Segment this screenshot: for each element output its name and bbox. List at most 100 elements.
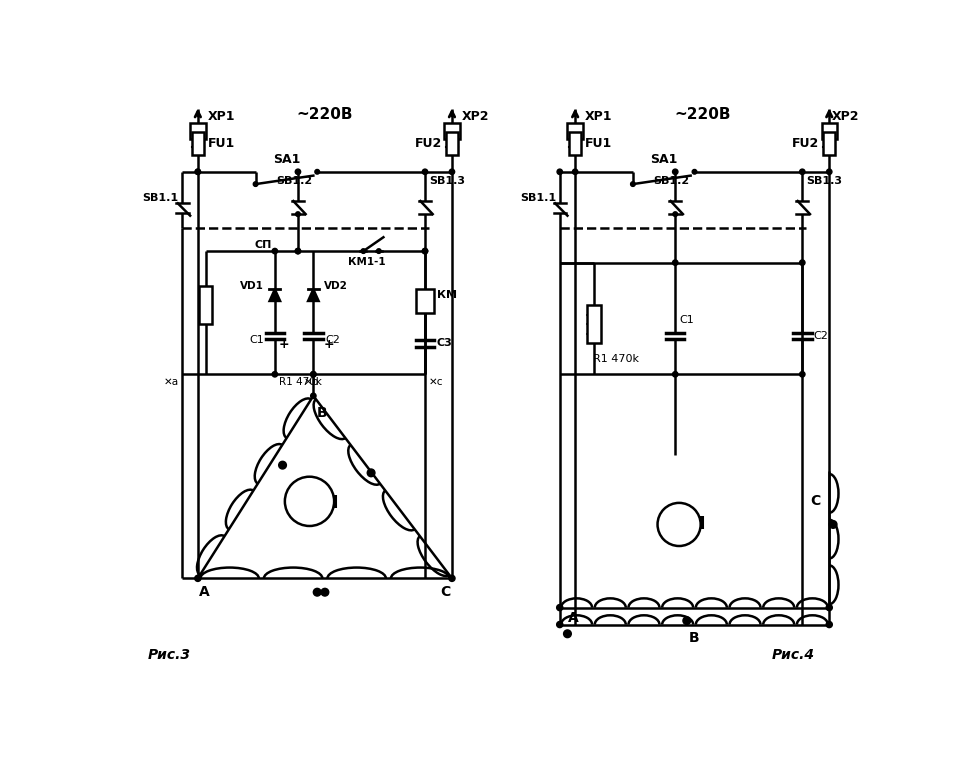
- Text: FU2: FU2: [791, 137, 819, 150]
- Circle shape: [422, 249, 427, 254]
- Text: SB1.3: SB1.3: [428, 176, 464, 186]
- Circle shape: [630, 182, 634, 186]
- Bar: [567, 123, 582, 139]
- Circle shape: [572, 169, 577, 175]
- Text: XP2: XP2: [830, 110, 858, 124]
- Circle shape: [657, 503, 700, 546]
- Circle shape: [672, 371, 677, 377]
- Text: В: В: [689, 631, 700, 645]
- Bar: [823, 132, 834, 155]
- Text: SB1.3: SB1.3: [805, 176, 841, 186]
- Circle shape: [563, 630, 571, 638]
- Bar: [415, 289, 434, 313]
- Circle shape: [448, 575, 454, 581]
- Circle shape: [311, 371, 316, 377]
- Text: C2: C2: [325, 335, 340, 345]
- Circle shape: [361, 249, 365, 253]
- Circle shape: [376, 249, 381, 253]
- Circle shape: [194, 575, 200, 581]
- Text: XP2: XP2: [461, 110, 488, 124]
- Circle shape: [284, 477, 334, 526]
- Text: R1 470k: R1 470k: [278, 377, 321, 387]
- Circle shape: [295, 249, 300, 254]
- Text: VD1: VD1: [240, 280, 264, 291]
- Bar: [444, 123, 459, 139]
- Text: SB1.2: SB1.2: [653, 176, 689, 186]
- Circle shape: [195, 169, 200, 175]
- Text: ✕a: ✕a: [163, 377, 179, 387]
- Text: Рис.4: Рис.4: [771, 648, 814, 662]
- Circle shape: [311, 393, 316, 399]
- Text: ✕b: ✕b: [304, 377, 319, 387]
- Text: R1 470k: R1 470k: [592, 354, 638, 364]
- Circle shape: [826, 169, 831, 175]
- Text: A: A: [567, 611, 577, 625]
- Text: М: М: [320, 494, 337, 512]
- Text: +: +: [278, 338, 289, 351]
- Text: B: B: [317, 406, 326, 420]
- Text: C1: C1: [249, 335, 264, 345]
- Text: SB1.2: SB1.2: [276, 176, 312, 186]
- Text: КМ1-1: КМ1-1: [348, 257, 386, 267]
- Circle shape: [272, 249, 277, 254]
- Text: SA1: SA1: [273, 152, 300, 166]
- Circle shape: [799, 169, 804, 175]
- Text: Рис.3: Рис.3: [148, 648, 191, 662]
- Text: FU2: FU2: [414, 137, 442, 150]
- Text: SB1.1: SB1.1: [143, 193, 179, 204]
- Circle shape: [315, 169, 319, 174]
- Text: КМ: КМ: [436, 290, 456, 300]
- Bar: [821, 123, 836, 139]
- Circle shape: [672, 260, 677, 265]
- Text: C3: C3: [436, 339, 451, 349]
- Circle shape: [278, 462, 286, 469]
- Circle shape: [828, 521, 836, 528]
- Text: XP1: XP1: [584, 110, 612, 124]
- Text: СП: СП: [254, 239, 272, 249]
- Circle shape: [272, 371, 277, 377]
- Circle shape: [422, 169, 427, 175]
- Circle shape: [295, 212, 300, 217]
- Text: FU1: FU1: [208, 137, 234, 150]
- Text: C2: C2: [813, 331, 828, 341]
- Bar: [569, 132, 580, 155]
- Polygon shape: [269, 289, 280, 301]
- Circle shape: [799, 260, 804, 265]
- Text: +: +: [323, 338, 333, 351]
- Circle shape: [320, 588, 328, 596]
- Text: VD2: VD2: [323, 280, 348, 291]
- Text: ~220В: ~220В: [296, 107, 353, 122]
- Bar: [190, 123, 205, 139]
- Circle shape: [556, 605, 562, 611]
- Circle shape: [367, 469, 374, 477]
- Circle shape: [295, 249, 300, 254]
- Circle shape: [692, 169, 696, 174]
- Bar: [446, 132, 457, 155]
- Circle shape: [253, 182, 258, 186]
- Circle shape: [556, 622, 562, 628]
- Bar: [587, 305, 601, 343]
- Circle shape: [672, 212, 677, 217]
- Circle shape: [295, 169, 300, 175]
- Text: SA1: SA1: [650, 152, 677, 166]
- Circle shape: [826, 605, 831, 611]
- Text: C1: C1: [678, 315, 693, 325]
- Text: C: C: [809, 493, 820, 507]
- Text: SB1.1: SB1.1: [519, 193, 555, 204]
- Text: C: C: [440, 584, 450, 598]
- Polygon shape: [308, 289, 319, 301]
- Circle shape: [557, 169, 562, 175]
- Circle shape: [826, 622, 831, 628]
- Text: A: A: [199, 584, 210, 598]
- Bar: [198, 286, 212, 324]
- Circle shape: [448, 169, 454, 175]
- Text: ~220В: ~220В: [673, 107, 730, 122]
- Circle shape: [195, 169, 200, 175]
- Circle shape: [422, 249, 427, 254]
- Circle shape: [313, 588, 320, 596]
- Text: XP1: XP1: [208, 110, 235, 124]
- Circle shape: [672, 169, 677, 175]
- Text: FU1: FU1: [584, 137, 612, 150]
- Circle shape: [311, 371, 316, 377]
- Circle shape: [799, 371, 804, 377]
